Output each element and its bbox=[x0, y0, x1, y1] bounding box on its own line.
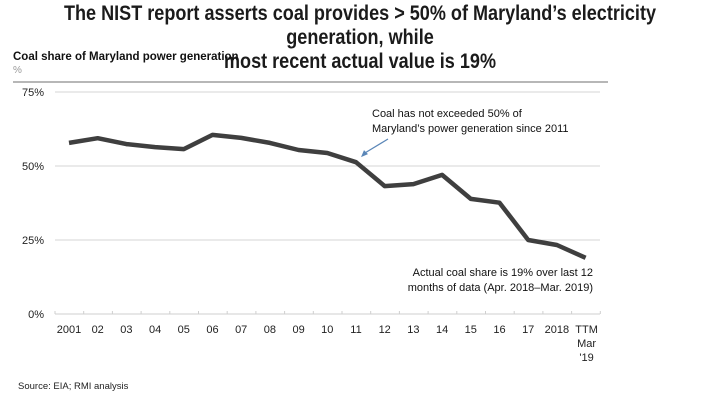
x-tick-label: 15 bbox=[465, 324, 477, 336]
x-tick-label: 07 bbox=[235, 324, 247, 336]
y-tick-label: 50% bbox=[22, 161, 44, 173]
x-axis-tick-labels: 2001 02 03 04 05 06 07 08 09 10 11 12 13 14 15 16 17 2018… bbox=[57, 324, 598, 364]
y-axis-tick-labels: 0% 25% 50% 75% bbox=[22, 87, 44, 321]
chart-title-line-1: The NIST report asserts coal provides > … bbox=[63, 2, 657, 49]
x-tick-label: 10 bbox=[321, 324, 333, 336]
chart-title: The NIST report asserts coal provides > … bbox=[50, 2, 669, 74]
x-tick-label: 2018 bbox=[545, 324, 569, 336]
x-tick-label: 03 bbox=[120, 324, 132, 336]
annotation-text-2011: Coal has not exceeded 50% of Maryland’s p… bbox=[372, 108, 569, 135]
y-tick-label: 25% bbox=[22, 235, 44, 247]
x-tick-label: 02 bbox=[92, 324, 104, 336]
y-tick-label: 75% bbox=[22, 87, 44, 99]
x-tick-label: 14 bbox=[436, 324, 448, 336]
x-tick-label: 16 bbox=[493, 324, 505, 336]
gridlines bbox=[55, 91, 600, 241]
x-tick-label: 12 bbox=[379, 324, 391, 336]
x-tick-label: 04 bbox=[149, 324, 161, 336]
chart-title-line-2: most recent actual value is 19% bbox=[223, 50, 497, 73]
x-tick-label: 05 bbox=[178, 324, 190, 336]
x-tick-label: 2001 bbox=[57, 324, 81, 336]
series-line-coal-share bbox=[68, 132, 587, 260]
x-tick-label: 13 bbox=[407, 324, 419, 336]
source-note: Source: EIA; RMI analysis bbox=[18, 381, 129, 392]
x-tick-label: 08 bbox=[264, 324, 276, 336]
chart-subtitle: Coal share of Maryland power generation bbox=[13, 51, 239, 63]
x-tick-label: TTM Mar '19 bbox=[575, 324, 598, 364]
y-axis-unit-label: % bbox=[13, 65, 22, 76]
y-tick-label: 0% bbox=[28, 309, 44, 321]
annotations: Coal has not exceeded 50% of Maryland’s p… bbox=[361, 108, 593, 294]
x-tick-label: 11 bbox=[350, 324, 361, 336]
x-tick-label: 17 bbox=[522, 324, 534, 336]
x-axis bbox=[54, 311, 601, 315]
x-tick-label: 09 bbox=[292, 324, 304, 336]
annotation-text-ttm: Actual coal share is 19% over last 12 mon… bbox=[408, 267, 593, 294]
series-layer bbox=[68, 132, 587, 260]
annotation-arrow bbox=[362, 138, 389, 155]
x-tick-label: 06 bbox=[206, 324, 218, 336]
arrow-head-icon bbox=[361, 150, 368, 158]
